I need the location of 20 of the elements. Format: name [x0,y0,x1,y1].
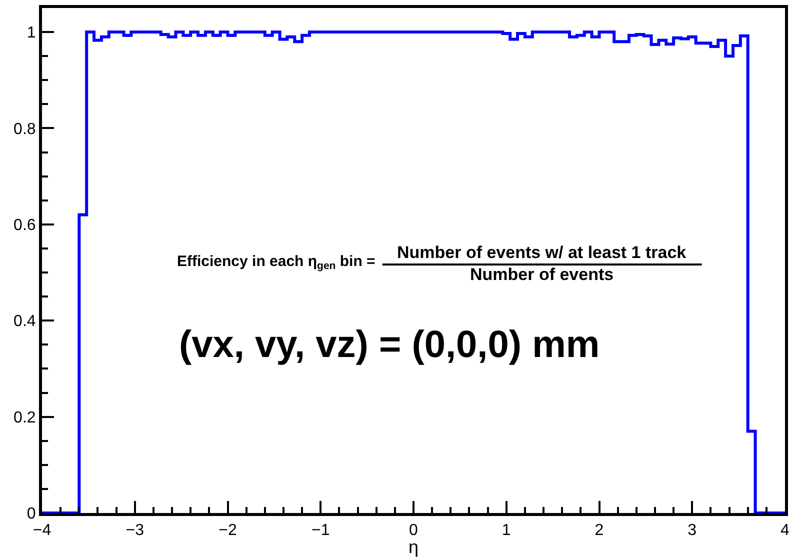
y-tick-label: 1 [26,24,36,42]
x-tick-label: 4 [780,522,790,540]
x-tick-label: 1 [502,522,511,540]
x-tick-label: 2 [594,522,604,540]
x-tick-label: 3 [688,522,697,540]
x-tick-label: −1 [312,522,330,540]
x-tick-label: 0 [409,522,418,540]
x-axis-title: η [408,537,419,557]
y-tick-label: 0.4 [14,313,36,330]
y-tick-label: 0.8 [14,120,36,138]
annotation: (vx, vy, vz) = (0,0,0) mm [179,324,600,366]
x-tick-label: −3 [126,522,144,540]
y-tick-label: 0.2 [14,409,36,426]
x-tick-label: −2 [218,522,237,540]
y-tick-label: 0.6 [14,217,36,234]
annotation: Efficiency in each η$_{gen}$ bin = [177,253,376,272]
annotation: Number of events w/ at least 1 track [397,243,687,262]
y-tick-label: 0 [26,506,36,523]
x-tick-label: −4 [32,522,52,540]
annotation: Number of events [470,265,614,284]
